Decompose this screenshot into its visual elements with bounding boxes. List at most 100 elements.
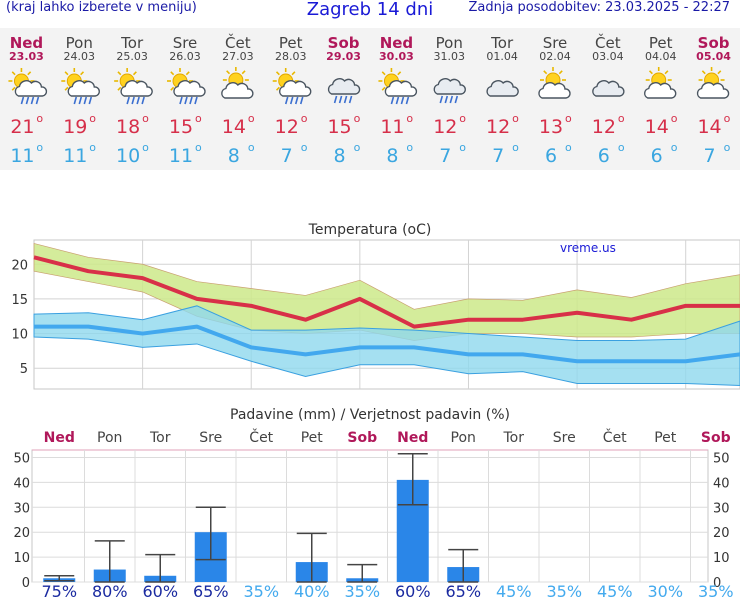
forecast-panel xyxy=(0,28,740,170)
forecast-tmax: 18 xyxy=(116,116,140,138)
sun-cloud-icon xyxy=(644,67,677,99)
precip-probability: 35% xyxy=(344,582,380,600)
cloud-icon xyxy=(592,80,625,97)
precip-day-label: Pon xyxy=(451,430,476,446)
precip-y-tick-left: 10 xyxy=(13,551,30,566)
sun-ray xyxy=(132,71,137,76)
degree-mark: o xyxy=(565,141,572,154)
degree-mark: o xyxy=(36,141,43,154)
tmin-line xyxy=(34,324,740,364)
forecast-tmin: 7 xyxy=(439,145,451,167)
sun-ray xyxy=(648,70,653,75)
degree-mark: o xyxy=(142,141,149,154)
sun-ray xyxy=(381,86,386,91)
degree-mark: o xyxy=(565,112,572,125)
rain-drop xyxy=(405,96,410,105)
menu-hint[interactable]: (kraj lahko izberete v meniju) xyxy=(6,0,197,15)
cloud-shape xyxy=(14,80,48,97)
rain-drop xyxy=(20,96,25,105)
forecast-tmax: 14 xyxy=(222,116,246,138)
precip-y-tick-right: 0 xyxy=(713,576,721,591)
rain-drop xyxy=(141,96,145,105)
cloud-shape xyxy=(67,80,100,97)
precip-probability: 65% xyxy=(193,582,229,600)
forecast-tmax: 14 xyxy=(697,116,721,138)
degree-mark: o xyxy=(301,141,308,154)
degree-mark: o xyxy=(36,112,43,125)
forecast-date: 03.04 xyxy=(592,50,624,63)
forecast-tmax: 14 xyxy=(645,116,669,138)
degree-mark: o xyxy=(459,112,466,125)
forecast-tmin: 7 xyxy=(492,145,504,167)
cloud-shape xyxy=(644,82,677,99)
forecast-day-name: Čet xyxy=(225,33,251,52)
cloud-shape xyxy=(279,80,312,97)
sun-ray xyxy=(11,86,16,91)
rain-drop xyxy=(30,96,35,105)
forecast-day-name: Pet xyxy=(279,34,303,52)
last-updated: Zadnja posodobitev: 23.03.2025 - 22:27 xyxy=(468,0,730,15)
precip-probability: 60% xyxy=(395,582,431,600)
rain-drop xyxy=(184,96,188,105)
forecast-tmax: 12 xyxy=(433,116,457,138)
degree-mark: o xyxy=(195,112,202,125)
rain-drop xyxy=(289,96,294,105)
forecast-tmin: 7 xyxy=(281,145,293,167)
forecast-tmin: 10 xyxy=(116,145,140,167)
precip-y-tick-right: 40 xyxy=(713,476,730,491)
precip-day-label: Sre xyxy=(553,430,576,446)
forecast-day-name: Sre xyxy=(173,34,198,52)
forecast-tmin: 11 xyxy=(63,145,87,167)
precip-probability: 65% xyxy=(445,582,481,600)
precip-day-label: Ned xyxy=(397,430,428,446)
degree-mark: o xyxy=(724,112,731,125)
precip-day-label: Čet xyxy=(249,428,273,446)
precip-day-label: Pet xyxy=(654,430,677,446)
forecast-date: 27.03 xyxy=(222,50,254,63)
precip-day-label: Tor xyxy=(149,430,171,446)
degree-mark: o xyxy=(354,112,361,125)
rain-drop xyxy=(179,96,183,105)
cloud-shape xyxy=(120,80,153,97)
degree-mark: o xyxy=(406,112,413,125)
temp-y-tick: 10 xyxy=(11,328,28,343)
forecast-tmax: 15 xyxy=(327,116,351,138)
forecast-day-name: Čet xyxy=(595,33,621,52)
degree-mark: o xyxy=(512,112,519,125)
cloud-shape xyxy=(221,82,254,99)
forecast-date: 25.03 xyxy=(116,50,148,63)
rain-drop xyxy=(294,96,299,105)
forecast-tmin: 6 xyxy=(598,145,610,167)
precip-probability: 45% xyxy=(496,582,532,600)
rain-drop xyxy=(194,96,198,105)
degree-mark: o xyxy=(89,141,96,154)
forecast-day-name: Tor xyxy=(490,34,514,52)
sun-ray xyxy=(701,70,706,75)
cloud-shape xyxy=(384,80,418,97)
cloud-shape xyxy=(173,80,206,97)
watermark: vreme.us xyxy=(560,241,616,255)
precip-day-label: Čet xyxy=(603,428,627,446)
sun-ray xyxy=(397,71,402,76)
precip-day-label: Ned xyxy=(44,430,75,446)
forecast-day-name: Tor xyxy=(120,34,144,52)
sun-ray xyxy=(11,71,16,76)
degree-mark: o xyxy=(618,141,625,154)
rain-drop xyxy=(348,95,353,104)
precip-y-tick-right: 50 xyxy=(713,451,730,466)
degree-mark: o xyxy=(195,141,202,154)
precip-day-label: Sob xyxy=(701,430,731,446)
cloud-rain-icon xyxy=(327,78,361,104)
forecast-date: 02.04 xyxy=(539,50,571,63)
sun-ray xyxy=(64,86,69,91)
precip-probability: 35% xyxy=(698,582,734,600)
sun-ray xyxy=(170,71,175,76)
forecast-tmin: 8 xyxy=(386,145,398,167)
forecast-date: 23.03 xyxy=(9,50,44,63)
precip-y-tick-right: 10 xyxy=(713,551,730,566)
degree-mark: o xyxy=(354,141,361,154)
sun-cloud-rain-icon xyxy=(378,68,418,105)
temp-y-tick: 15 xyxy=(11,293,28,308)
degree-mark: o xyxy=(724,141,731,154)
precip-day-label: Tor xyxy=(503,430,525,446)
